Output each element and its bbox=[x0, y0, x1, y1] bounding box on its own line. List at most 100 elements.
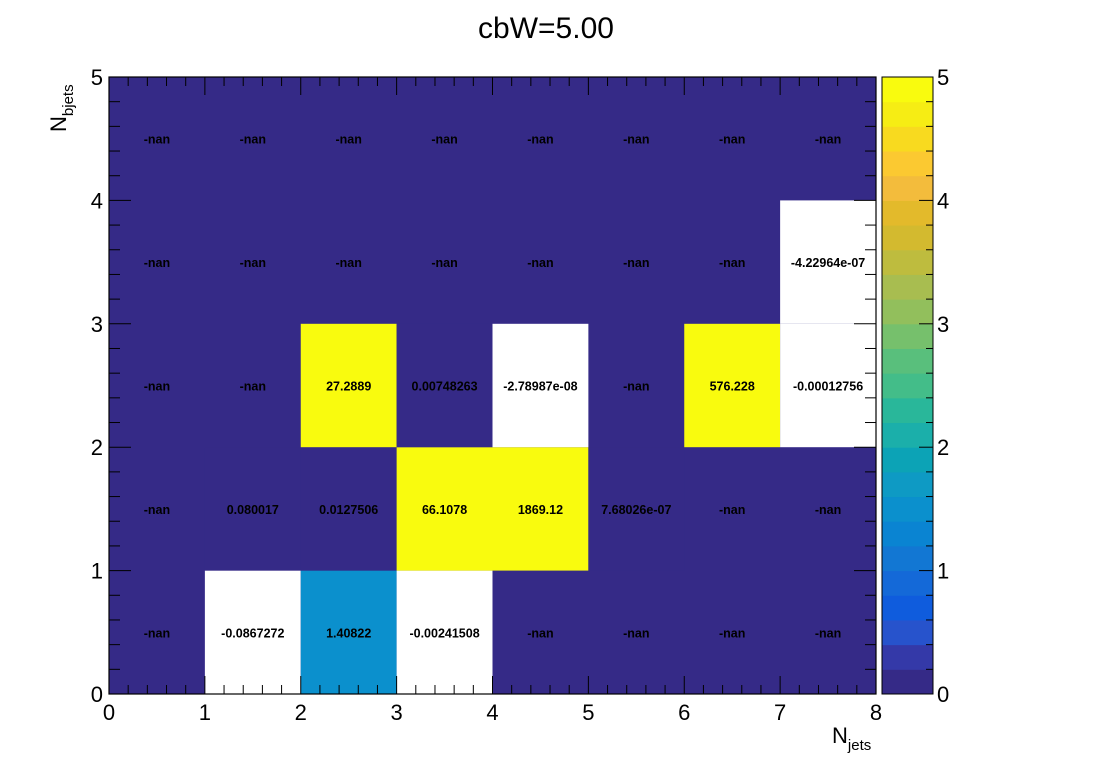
heatmap-cell bbox=[204, 447, 301, 571]
color-scale-band bbox=[882, 200, 933, 226]
cell-value-label: -nan bbox=[240, 133, 266, 147]
cell-value-label: -nan bbox=[144, 256, 170, 270]
cell-value-label: 1869.12 bbox=[518, 503, 563, 517]
color-scale-band bbox=[882, 619, 933, 646]
cell-value-label: 0.0127506 bbox=[319, 503, 378, 517]
color-scale-band bbox=[882, 496, 933, 522]
y-axis-title-sub: bjets bbox=[60, 84, 77, 116]
cell-value-label: -2.78987e-08 bbox=[503, 380, 577, 394]
heatmap-cell bbox=[300, 570, 397, 694]
color-scale-band bbox=[882, 669, 933, 695]
color-scale-band bbox=[882, 447, 933, 473]
heatmap-cell bbox=[780, 200, 876, 324]
cell-value-label: -0.0867272 bbox=[221, 626, 284, 640]
color-scale-band bbox=[882, 595, 933, 621]
y-tick-label: 1 bbox=[91, 559, 103, 584]
y-axis-title-main: N bbox=[46, 116, 71, 132]
color-scale-band bbox=[882, 151, 933, 177]
color-scale-band bbox=[882, 323, 933, 349]
x-tick-label: 3 bbox=[391, 700, 403, 725]
cell-value-label: -nan bbox=[144, 503, 170, 517]
y-tick-label: 2 bbox=[91, 435, 103, 460]
heatmap-cell bbox=[492, 447, 589, 571]
cell-labels: -nan -0.0867272 1.40822 -0.00241508 -nan -nan… bbox=[144, 133, 866, 641]
cell-value-label: -0.00012756 bbox=[793, 380, 863, 394]
color-scale-band bbox=[882, 422, 933, 448]
heatmap-cell bbox=[588, 447, 685, 571]
plot-area bbox=[109, 77, 876, 694]
cell-value-label: -nan bbox=[144, 380, 170, 394]
color-scale-band bbox=[882, 471, 933, 498]
color-scale-band bbox=[882, 126, 933, 152]
cell-value-label: -nan bbox=[815, 503, 841, 517]
cell-value-label: -nan bbox=[240, 380, 266, 394]
color-scale-band bbox=[882, 225, 933, 251]
cell-value-label: -nan bbox=[431, 256, 457, 270]
cell-value-label: -nan bbox=[335, 256, 361, 270]
color-scale-band bbox=[882, 348, 933, 374]
z-tick-label: 2 bbox=[937, 435, 949, 460]
cell-value-label: -nan bbox=[623, 256, 649, 270]
z-tick-label: 5 bbox=[937, 65, 949, 90]
cell-value-label: -nan bbox=[144, 133, 170, 147]
heatmap-cell bbox=[204, 570, 301, 694]
cell-value-label: -nan bbox=[623, 626, 649, 640]
cell-value-label: -0.00241508 bbox=[409, 626, 479, 640]
color-scale-band bbox=[882, 397, 933, 424]
x-tick-label: 8 bbox=[870, 700, 882, 725]
color-scale-band bbox=[882, 77, 933, 103]
cell-value-label: 1.40822 bbox=[326, 626, 371, 640]
cell-value-label: -nan bbox=[719, 626, 745, 640]
cell-value-label: -nan bbox=[335, 133, 361, 147]
cell-value-label: -nan bbox=[240, 256, 266, 270]
cell-value-label: -nan bbox=[527, 626, 553, 640]
cell-value-label: -nan bbox=[815, 626, 841, 640]
cell-value-label: -nan bbox=[719, 503, 745, 517]
axes: 0 1 2 3 4 5 6 7 8 0 1 2 3 4 5 bbox=[91, 65, 882, 725]
color-scale-band bbox=[882, 249, 933, 275]
y-tick-label: 3 bbox=[91, 312, 103, 337]
chart-title: cbW=5.00 bbox=[478, 12, 614, 45]
heatmap-cell bbox=[492, 323, 589, 448]
heatmap-cell bbox=[396, 447, 493, 571]
cell-value-label: 0.080017 bbox=[227, 503, 279, 517]
color-scale-band bbox=[882, 373, 933, 399]
heatmap-cell bbox=[300, 447, 397, 571]
color-scale-band bbox=[882, 644, 933, 670]
color-scale-band bbox=[882, 175, 933, 201]
x-tick-label: 6 bbox=[678, 700, 690, 725]
heatmap-cell bbox=[396, 570, 493, 694]
cell-value-label: -nan bbox=[815, 133, 841, 147]
x-tick-label: 1 bbox=[199, 700, 211, 725]
cell-value-label: -nan bbox=[719, 256, 745, 270]
x-tick-label: 5 bbox=[582, 700, 594, 725]
heatmap-cell bbox=[780, 323, 876, 448]
cell-value-label: 27.2889 bbox=[326, 380, 371, 394]
cell-value-label: -nan bbox=[527, 133, 553, 147]
z-tick-label: 0 bbox=[937, 682, 949, 707]
cell-value-label: -4.22964e-07 bbox=[791, 256, 865, 270]
color-scale: 0 1 2 3 4 5 bbox=[881, 65, 949, 707]
z-tick-label: 3 bbox=[937, 312, 949, 337]
heatmap-cell bbox=[300, 323, 397, 448]
color-scale-band bbox=[882, 101, 933, 127]
x-axis-title: Njets bbox=[832, 723, 871, 754]
cell-value-label: 66.1078 bbox=[422, 503, 467, 517]
color-scale-frame bbox=[881, 76, 934, 695]
x-tick-label: 2 bbox=[295, 700, 307, 725]
cell-value-label: -nan bbox=[527, 256, 553, 270]
cell-value-label: -nan bbox=[623, 133, 649, 147]
cell-value-label: -nan bbox=[623, 380, 649, 394]
z-tick-label: 1 bbox=[937, 559, 949, 584]
cell-value-label: 0.00748263 bbox=[412, 380, 478, 394]
cell-value-label: 576.228 bbox=[710, 380, 755, 394]
y-tick-label: 4 bbox=[91, 188, 103, 213]
heatmap-cell bbox=[684, 323, 781, 448]
y-tick-label: 5 bbox=[91, 65, 103, 90]
x-tick-label: 4 bbox=[486, 700, 498, 725]
y-tick-label: 0 bbox=[91, 682, 103, 707]
cell-value-label: -nan bbox=[719, 133, 745, 147]
x-axis-title-sub: jets bbox=[847, 737, 871, 754]
cell-value-label: -nan bbox=[144, 626, 170, 640]
